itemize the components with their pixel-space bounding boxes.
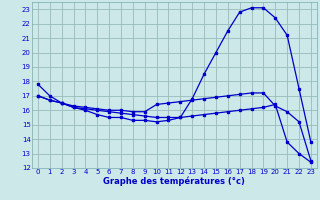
X-axis label: Graphe des températures (°c): Graphe des températures (°c) xyxy=(103,177,245,186)
